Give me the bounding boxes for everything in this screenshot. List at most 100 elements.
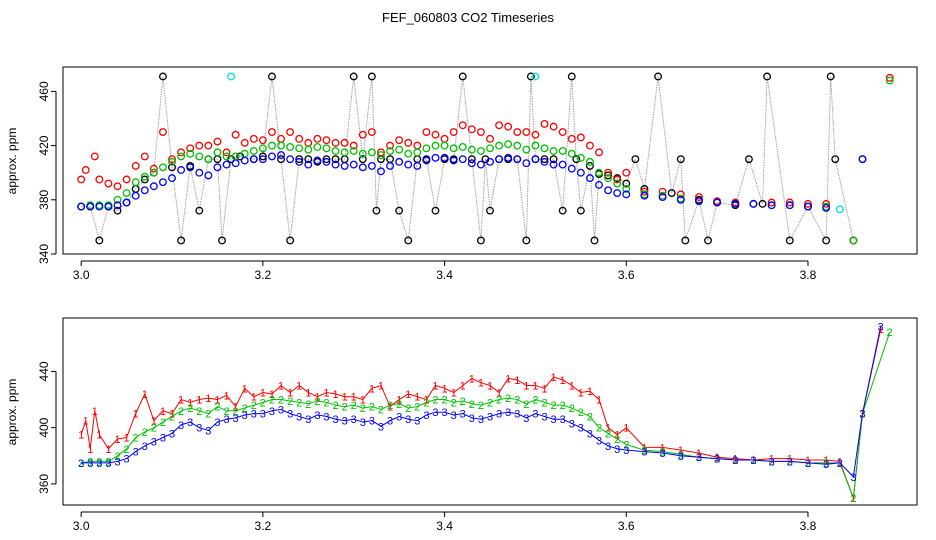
blue-point: [595, 180, 603, 189]
series-3-marker: 3: [142, 441, 148, 453]
black-point: [476, 236, 485, 245]
series-3-marker: 3: [614, 444, 620, 456]
red-point: [222, 148, 231, 157]
blue-point: [749, 199, 758, 208]
series-2-marker: 2: [387, 400, 393, 412]
black-point: [168, 163, 176, 172]
green-point: [195, 152, 204, 161]
red-point: [431, 130, 440, 139]
blue-point: [604, 186, 613, 195]
green-point: [113, 195, 122, 204]
series-3-marker: 3: [432, 407, 438, 419]
series-3-marker: 3: [451, 410, 457, 422]
blue-point: [249, 155, 258, 164]
series-2-marker: 2: [569, 403, 575, 415]
series-1-marker: 1: [78, 430, 84, 442]
series-2-marker: 2: [342, 402, 348, 414]
series-2-marker: 2: [850, 493, 856, 505]
series-3-marker: 3: [342, 416, 348, 428]
top-y-axis: 340 380 420 460: [37, 81, 57, 264]
red-point: [168, 155, 176, 164]
blue-point: [258, 155, 267, 164]
green-point: [186, 149, 195, 158]
black-point: [576, 206, 585, 215]
black-point: [567, 72, 576, 81]
series-2-marker: 2: [332, 400, 338, 412]
blue-point: [522, 159, 531, 168]
blue-point: [313, 156, 322, 165]
series-1-marker: 1: [750, 455, 756, 467]
green-point: [567, 149, 576, 158]
red-point: [113, 182, 122, 191]
series-3-marker: 3: [124, 454, 130, 466]
bottom-y-tick-label: 440: [37, 361, 51, 381]
series-1-marker: 1: [614, 430, 620, 442]
series-3-marker: 3: [460, 409, 466, 421]
series-3-marker: 3: [214, 417, 220, 429]
green-point: [131, 178, 140, 187]
black-point: [676, 155, 685, 164]
blue-point: [149, 182, 158, 191]
red-point: [258, 136, 267, 145]
black-point: [431, 206, 440, 215]
series-2-marker: 2: [78, 458, 84, 470]
red-point: [595, 148, 603, 157]
blue-point: [476, 160, 485, 169]
series-2-marker: 2: [714, 454, 720, 466]
series-1-marker: 1: [541, 383, 547, 395]
blue-point: [676, 195, 685, 204]
series-1-marker: 1: [133, 409, 139, 421]
black-point: [277, 155, 285, 164]
series-2-marker: 2: [178, 406, 184, 418]
black-point: [744, 155, 753, 164]
series-3-marker: 3: [469, 413, 475, 425]
series-2-marker: 2: [96, 456, 102, 468]
series-2-marker: 2: [750, 455, 756, 467]
bottom-y-tick-label: 400: [37, 417, 51, 437]
series-1-marker: 1: [805, 455, 811, 467]
series-3-marker: 3: [478, 414, 484, 426]
blue-point: [358, 163, 367, 172]
series-3-marker: 3: [605, 441, 611, 453]
series-3-marker: 3: [314, 410, 320, 422]
black-point: [590, 236, 599, 245]
series-1-marker: 1: [223, 390, 229, 402]
series-2-marker: 2: [823, 458, 829, 470]
bottom-x-tick-label: 3.2: [255, 519, 272, 533]
green-point: [458, 142, 467, 151]
green-point: [467, 145, 476, 154]
blue-point: [658, 193, 667, 202]
blue-point: [240, 156, 249, 165]
red-point: [531, 130, 540, 139]
red-point: [476, 128, 485, 136]
green-point: [349, 147, 358, 155]
green-point: [268, 141, 276, 150]
black-point: [367, 72, 376, 81]
series-2-marker: 2: [523, 399, 529, 411]
black-point: [158, 72, 167, 81]
red-point: [585, 141, 594, 150]
series-2-marker: 2: [787, 456, 793, 468]
series-2-marker: 2: [605, 428, 611, 440]
series-1-marker: 1: [605, 423, 611, 435]
red-point: [231, 130, 240, 139]
green-point: [540, 144, 549, 153]
blue-point: [458, 155, 467, 164]
red-point: [504, 122, 513, 131]
series-2-marker: 2: [560, 400, 566, 412]
red-point: [540, 119, 549, 128]
series-1-marker: 1: [505, 373, 511, 385]
black-point: [667, 189, 676, 197]
series-1-marker: 1: [560, 375, 566, 387]
red-point: [440, 134, 449, 143]
blue-point: [86, 202, 95, 211]
series-3-marker: 3: [78, 458, 84, 470]
green-point: [140, 172, 149, 181]
red-point: [622, 168, 631, 177]
series-1-marker: 1: [678, 445, 684, 457]
series-3-marker: 3: [196, 423, 202, 435]
top-x-tick-label: 3.0: [73, 268, 90, 282]
bottom-plot-frame: [62, 317, 918, 506]
